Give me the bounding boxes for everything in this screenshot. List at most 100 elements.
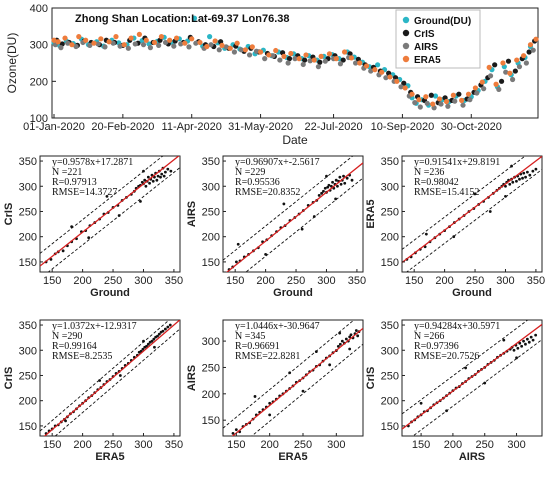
y-axis-label: CrIS — [3, 203, 15, 226]
data-point — [336, 184, 339, 188]
ozone-point-era5 — [91, 40, 97, 46]
x-tick-label: 30-Oct-2020 — [441, 121, 502, 133]
data-point — [511, 180, 515, 184]
x-tick-label: 250 — [104, 275, 122, 287]
data-point — [253, 395, 257, 398]
ozone-point-cris — [526, 49, 532, 55]
plot-area — [402, 156, 542, 272]
regression-stat: R=0.96691 — [235, 341, 280, 352]
x-tick-label: 150 — [405, 275, 423, 287]
data-point — [531, 338, 535, 342]
y-axis-label: CrIS — [365, 367, 377, 390]
data-point — [342, 174, 345, 178]
ozone-point-airs — [87, 42, 93, 49]
plot-frame — [39, 155, 181, 273]
ozone-point-ground — [375, 62, 381, 68]
y-tick-label: 350 — [19, 156, 37, 168]
ozone-point-cris — [512, 68, 518, 74]
data-point — [354, 329, 358, 332]
regression-stat: y=0.96907x+-2.5617 — [235, 157, 320, 168]
ozone-point-airs — [496, 86, 502, 92]
data-point — [146, 342, 150, 346]
y-tick-label: 150 — [202, 415, 220, 427]
y-tick-label: 200 — [202, 232, 220, 244]
ozone-point-era5 — [450, 92, 456, 98]
ozone-point-era5 — [69, 42, 75, 48]
ozone-point-airs — [162, 39, 169, 46]
ozone-point-era5 — [227, 45, 233, 51]
confidence-line — [412, 339, 542, 436]
data-point — [331, 180, 334, 184]
y-tick-label: 250 — [19, 206, 37, 218]
ozone-point-airs — [412, 100, 418, 106]
ozone-point-era5 — [394, 78, 400, 84]
confidence-line — [223, 320, 355, 429]
scatter-panel-ground-vs-airs — [222, 155, 364, 273]
regression-stat: RMSE=22.8281 — [235, 351, 300, 362]
ozone-point-airs — [445, 103, 451, 109]
x-tick-label: 22-Jul-2020 — [305, 121, 363, 133]
data-point — [327, 183, 331, 187]
ozone-point-era5 — [443, 98, 450, 105]
ozone-point-airs — [178, 41, 184, 47]
ozone-point-airs — [125, 45, 131, 51]
x-tick-label: 250 — [466, 275, 484, 287]
ozone-point-airs — [307, 58, 313, 64]
regression-stat: RMSE=20.8352 — [235, 187, 300, 198]
fit-line — [226, 162, 363, 272]
y-axis-label: ERA5 — [365, 199, 377, 228]
data-point — [268, 413, 272, 417]
y-tick-label: 250 — [381, 370, 399, 382]
data-point — [150, 339, 154, 343]
x-axis-label: AIRS — [459, 451, 485, 463]
data-point — [524, 342, 527, 346]
y-tick-label: 200 — [202, 389, 220, 401]
ozone-point-airs — [285, 60, 291, 66]
ozone-point-era5 — [151, 39, 158, 46]
ozone-point-era5 — [514, 57, 520, 63]
x-tick-label: 300 — [134, 439, 152, 451]
scatter-panel-ground-vs-cris — [39, 155, 181, 273]
ozone-point-cris — [401, 80, 407, 86]
data-point — [516, 346, 520, 350]
ozone-point-airs — [337, 61, 344, 67]
ozone-point-era5 — [167, 37, 173, 43]
ozone-point-airs — [270, 53, 276, 59]
y-tick-label: 300 — [19, 181, 37, 193]
x-tick-label: 200 — [73, 275, 91, 287]
data-point — [328, 363, 332, 367]
data-point — [300, 227, 304, 231]
y-tick-label: 350 — [19, 320, 37, 332]
ozone-point-airs — [246, 52, 253, 58]
data-point — [512, 348, 516, 352]
plot-area — [40, 320, 180, 436]
ozone-point-airs — [474, 90, 480, 96]
y-tick-label: 250 — [19, 370, 37, 382]
ozone-point-airs — [238, 47, 244, 53]
ozone-point-airs — [438, 101, 444, 107]
ozone-point-airs — [383, 75, 389, 81]
data-point — [508, 182, 512, 186]
ozone-point-airs — [481, 86, 487, 92]
ozone-point-era5 — [465, 91, 472, 97]
ozone-point-airs — [253, 48, 260, 54]
data-point — [61, 249, 65, 253]
plot-frame — [222, 155, 364, 273]
data-point — [169, 169, 173, 173]
data-point — [268, 401, 272, 405]
ozone-point-era5 — [288, 50, 294, 57]
data-point — [518, 177, 521, 181]
legend-label-cris: CrIS — [414, 29, 435, 40]
data-point — [144, 184, 148, 188]
ozone-point-era5 — [219, 42, 225, 49]
regression-stat: N =345 — [235, 331, 265, 342]
data-point — [156, 334, 159, 338]
ozone-point-era5 — [76, 34, 82, 40]
x-tick-label: 350 — [348, 275, 366, 287]
data-point — [348, 335, 352, 339]
data-point — [163, 170, 167, 174]
ozone-point-era5 — [143, 37, 149, 43]
x-tick-label: 250 — [287, 275, 305, 287]
regression-stat: RMSE=15.4152 — [414, 187, 479, 198]
x-tick-label: 250 — [104, 439, 122, 451]
